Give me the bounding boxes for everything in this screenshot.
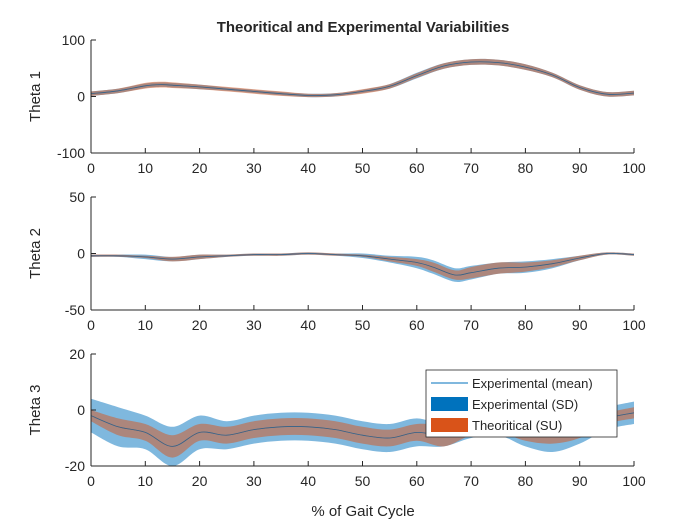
y-axis-label: Theta 2 <box>27 228 44 279</box>
x-tick-label: 90 <box>572 473 588 489</box>
y-tick-label: 0 <box>77 402 85 418</box>
legend-swatch-patch <box>431 418 468 432</box>
chart-title: Theoritical and Experimental Variabiliti… <box>217 19 510 36</box>
y-tick-label: 20 <box>69 346 85 362</box>
x-tick-label: 20 <box>192 160 208 176</box>
y-tick-label: 0 <box>77 246 85 262</box>
x-tick-label: 30 <box>246 473 262 489</box>
legend-label: Theoritical (SU) <box>472 418 562 433</box>
x-tick-label: 100 <box>622 317 646 333</box>
x-tick-label: 30 <box>246 317 262 333</box>
y-tick-label: 50 <box>69 189 85 205</box>
x-tick-label: 60 <box>409 317 425 333</box>
x-tick-label: 100 <box>622 473 646 489</box>
x-tick-label: 80 <box>518 160 534 176</box>
theoretical-su-band <box>91 252 634 280</box>
y-tick-label: 100 <box>62 32 86 48</box>
x-tick-label: 10 <box>138 160 154 176</box>
x-tick-label: 20 <box>192 317 208 333</box>
theoretical-center-line <box>91 61 634 96</box>
y-tick-label: -20 <box>65 458 85 474</box>
x-tick-label: 80 <box>518 473 534 489</box>
y-tick-label: 0 <box>77 89 85 105</box>
legend-swatch-patch <box>431 397 468 411</box>
y-axis-label: Theta 3 <box>27 385 44 436</box>
x-tick-label: 80 <box>518 317 534 333</box>
data-layer <box>91 58 634 98</box>
x-tick-label: 70 <box>463 317 479 333</box>
x-tick-label: 40 <box>300 317 316 333</box>
x-tick-label: 0 <box>87 317 95 333</box>
x-tick-label: 70 <box>463 160 479 176</box>
plot-area <box>91 40 634 153</box>
x-tick-label: 100 <box>622 160 646 176</box>
x-tick-label: 90 <box>572 160 588 176</box>
y-tick-label: -50 <box>65 302 85 318</box>
x-axis-label: % of Gait Cycle <box>311 503 414 520</box>
legend-label: Experimental (mean) <box>472 376 593 391</box>
x-tick-label: 50 <box>355 473 371 489</box>
theoretical-center-line <box>91 253 634 276</box>
x-tick-label: 40 <box>300 160 316 176</box>
y-tick-label: -100 <box>57 145 85 161</box>
y-axis-label: Theta 1 <box>27 71 44 122</box>
theoretical-su-band <box>91 58 634 98</box>
x-tick-label: 50 <box>355 160 371 176</box>
legend-item: Experimental (mean) <box>431 376 593 391</box>
x-tick-label: 40 <box>300 473 316 489</box>
x-tick-label: 70 <box>463 473 479 489</box>
legend: Experimental (mean) Experimental (SD) Theo… <box>425 369 618 438</box>
legend-item: Theoritical (SU) <box>431 418 562 433</box>
x-tick-label: 60 <box>409 473 425 489</box>
data-layer <box>91 252 634 283</box>
x-tick-label: 30 <box>246 160 262 176</box>
legend-label: Experimental (SD) <box>472 397 578 412</box>
x-tick-label: 0 <box>87 160 95 176</box>
x-tick-label: 90 <box>572 317 588 333</box>
x-tick-label: 50 <box>355 317 371 333</box>
x-tick-label: 60 <box>409 160 425 176</box>
legend-item: Experimental (SD) <box>431 397 578 412</box>
x-tick-label: 10 <box>138 473 154 489</box>
x-tick-label: 10 <box>138 317 154 333</box>
x-tick-label: 20 <box>192 473 208 489</box>
x-tick-label: 0 <box>87 473 95 489</box>
